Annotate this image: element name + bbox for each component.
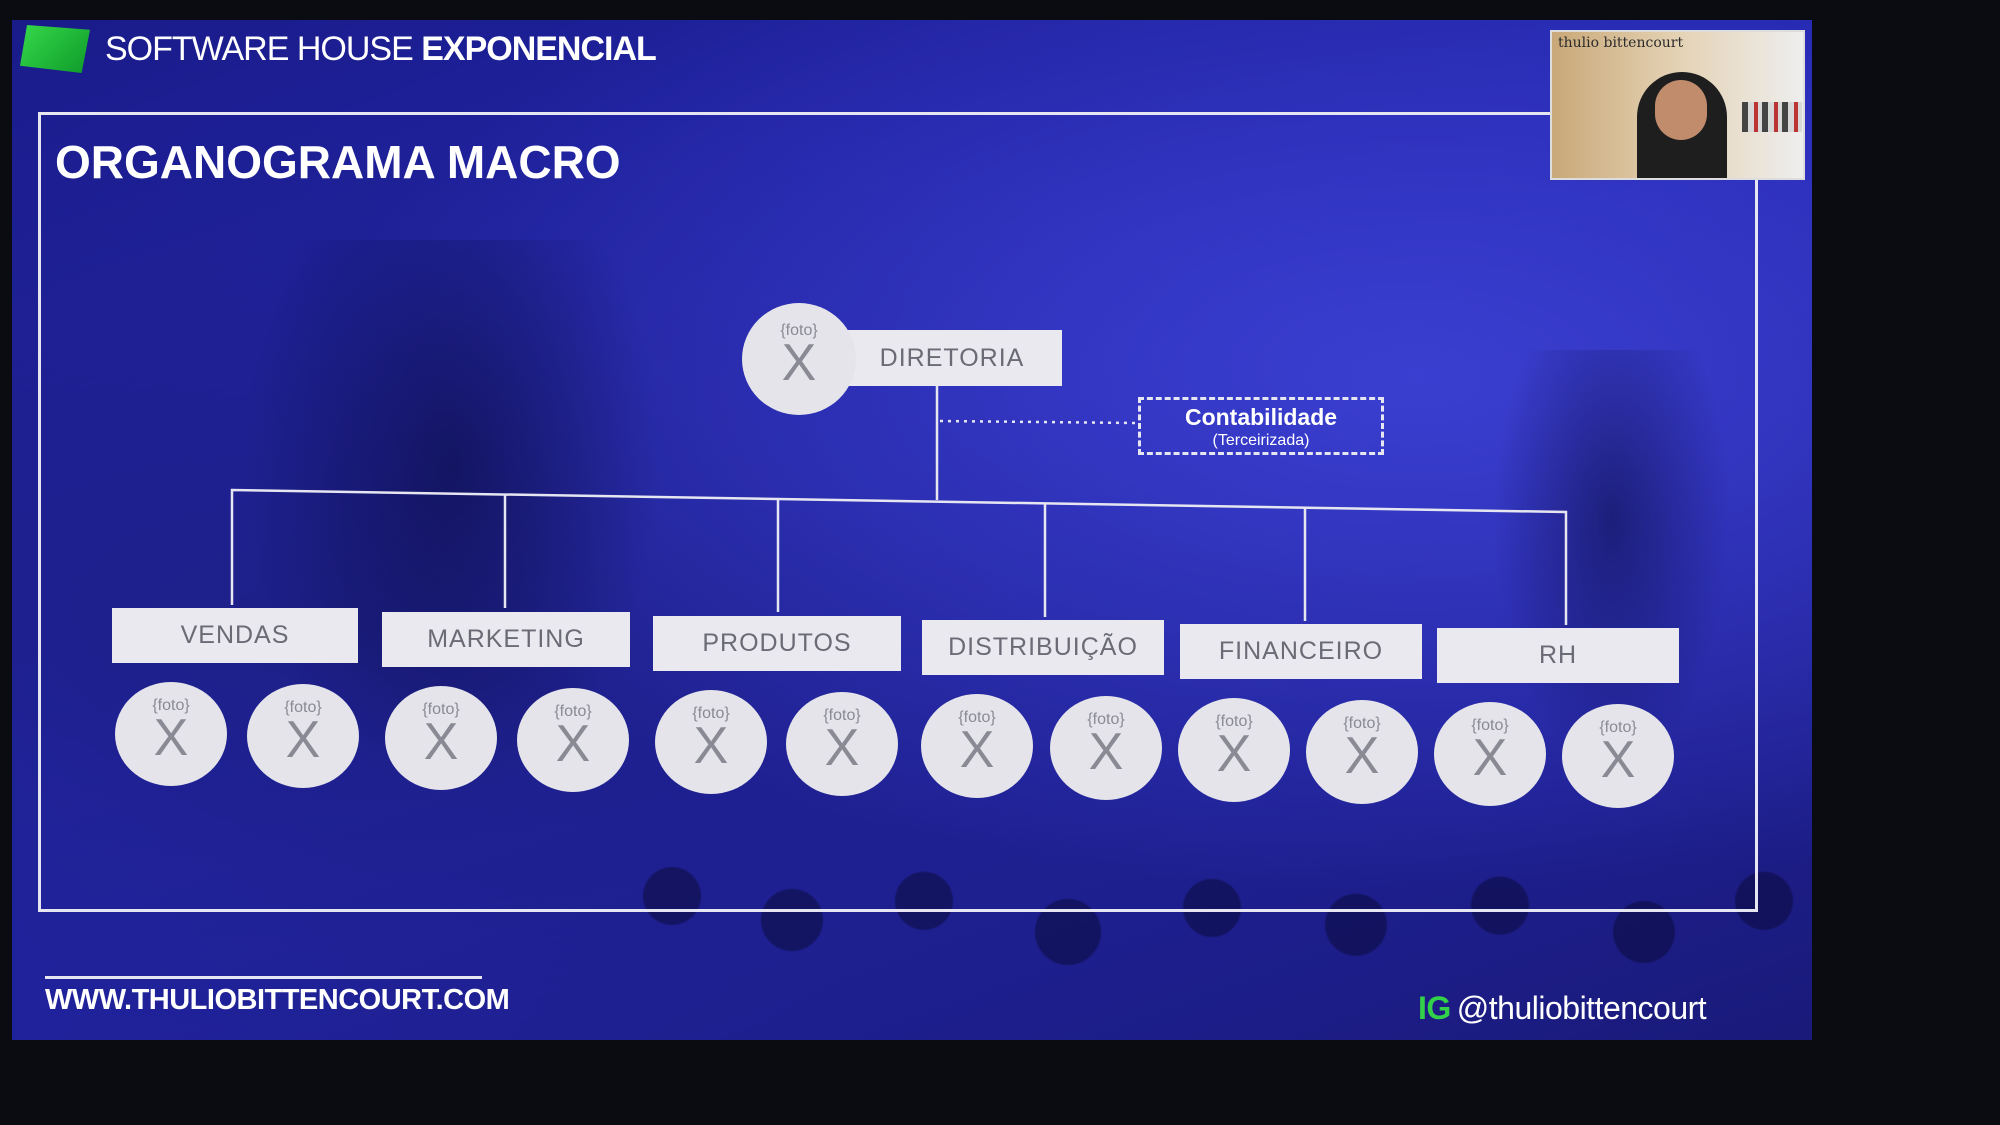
photo-placeholder-text: {foto} <box>1599 719 1637 736</box>
footer-website: WWW.THULIOBITTENCOURT.COM <box>45 984 510 1016</box>
contabilidade-title: Contabilidade <box>1184 404 1338 430</box>
dept-label: RH <box>1538 641 1578 669</box>
photo-placeholder-text: {foto} <box>422 701 460 718</box>
photo-slot: {foto} X <box>786 692 898 796</box>
photo-x-mark: X <box>1344 727 1380 785</box>
photo-slot: {foto} X <box>921 694 1033 798</box>
instagram-handle: @thuliobittencourt <box>1456 990 1707 1026</box>
photo-x-mark: X <box>153 709 189 767</box>
footer-instagram: IG @thuliobittencourt <box>1418 990 1707 1027</box>
brand-name-bold: EXPONENCIAL <box>421 30 657 68</box>
photo-slot: {foto} X <box>655 690 767 794</box>
dept-label: DISTRIBUIÇÃO <box>948 633 1138 661</box>
background-crowd <box>612 800 1812 1040</box>
photo-x-mark: X <box>781 334 817 392</box>
photo-x-mark: X <box>285 711 321 769</box>
slide-title: ORGANOGRAMA MACRO <box>55 136 621 188</box>
instagram-tag: IG <box>1418 990 1451 1026</box>
photo-placeholder-text: {foto} <box>1471 717 1509 734</box>
photo-slot: {foto} X <box>115 682 227 786</box>
webcam-person-face <box>1655 80 1707 140</box>
photo-x-mark: X <box>1472 729 1508 787</box>
dept-label: VENDAS <box>180 621 290 649</box>
photo-placeholder-text: {foto} <box>692 705 730 722</box>
webcam-shelf <box>1742 102 1802 132</box>
photo-x-mark: X <box>1600 731 1636 789</box>
photo-slot: {foto} X <box>517 688 629 792</box>
photo-x-mark: X <box>1088 723 1124 781</box>
photo-placeholder-text: {foto} <box>958 709 996 726</box>
photo-slot: {foto} X <box>385 686 497 790</box>
photo-slot: {foto} X <box>247 684 359 788</box>
photo-x-mark: X <box>555 715 591 773</box>
photo-slot: {foto} X <box>1434 702 1546 806</box>
dept-label: MARKETING <box>427 625 585 653</box>
director-box: DIRETORIA <box>842 330 1062 386</box>
photo-placeholder-text: {foto} <box>823 707 861 724</box>
director-photo-slot: {foto} X <box>742 303 856 415</box>
photo-placeholder-text: {foto} <box>1215 713 1253 730</box>
contabilidade-box: Contabilidade (Terceirizada) <box>1138 397 1384 455</box>
photo-slot: {foto} X <box>1562 704 1674 808</box>
photo-x-mark: X <box>423 713 459 771</box>
photo-x-mark: X <box>693 717 729 775</box>
footer-divider <box>45 976 482 979</box>
webcam-overlay: thulio bittencourt <box>1550 30 1805 180</box>
slide-frame <box>38 112 1758 912</box>
dept-box-rh: RH <box>1437 628 1679 683</box>
photo-slot: {foto} X <box>1306 700 1418 804</box>
dept-box-marketing: MARKETING <box>382 612 630 667</box>
brand-name-light: SOFTWARE HOUSE <box>105 30 414 68</box>
director-label: DIRETORIA <box>879 343 1025 372</box>
photo-placeholder-text: {foto} <box>1343 715 1381 732</box>
contabilidade-dotted-connector <box>939 419 1137 425</box>
photo-placeholder-text: {foto} <box>152 697 190 714</box>
presentation-screen <box>12 20 1812 1040</box>
photo-x-mark: X <box>824 719 860 777</box>
photo-placeholder-text: {foto} <box>284 699 322 716</box>
dept-box-financeiro: FINANCEIRO <box>1180 624 1422 679</box>
photo-x-mark: X <box>1216 725 1252 783</box>
photo-placeholder-text: {foto} <box>780 322 818 339</box>
department-bus-connector <box>230 488 1568 625</box>
photo-slot: {foto} X <box>1050 696 1162 800</box>
dept-label: PRODUTOS <box>702 629 852 657</box>
dept-box-distribuicao: DISTRIBUIÇÃO <box>922 620 1164 675</box>
brand-name: SOFTWARE HOUSE EXPONENCIAL <box>105 30 657 69</box>
dept-label: FINANCEIRO <box>1218 637 1384 665</box>
photo-placeholder-text: {foto} <box>1087 711 1125 728</box>
photo-x-mark: X <box>959 721 995 779</box>
webcam-wall-sign: thulio bittencourt <box>1558 35 1684 51</box>
contabilidade-subtitle: (Terceirizada) <box>1212 432 1310 449</box>
photo-slot: {foto} X <box>1178 698 1290 802</box>
background-presenter-silhouette <box>1492 350 1732 770</box>
dept-box-vendas: VENDAS <box>112 608 358 663</box>
dept-box-produtos: PRODUTOS <box>653 616 901 671</box>
photo-placeholder-text: {foto} <box>554 703 592 720</box>
brand-logo-icon <box>20 25 90 73</box>
